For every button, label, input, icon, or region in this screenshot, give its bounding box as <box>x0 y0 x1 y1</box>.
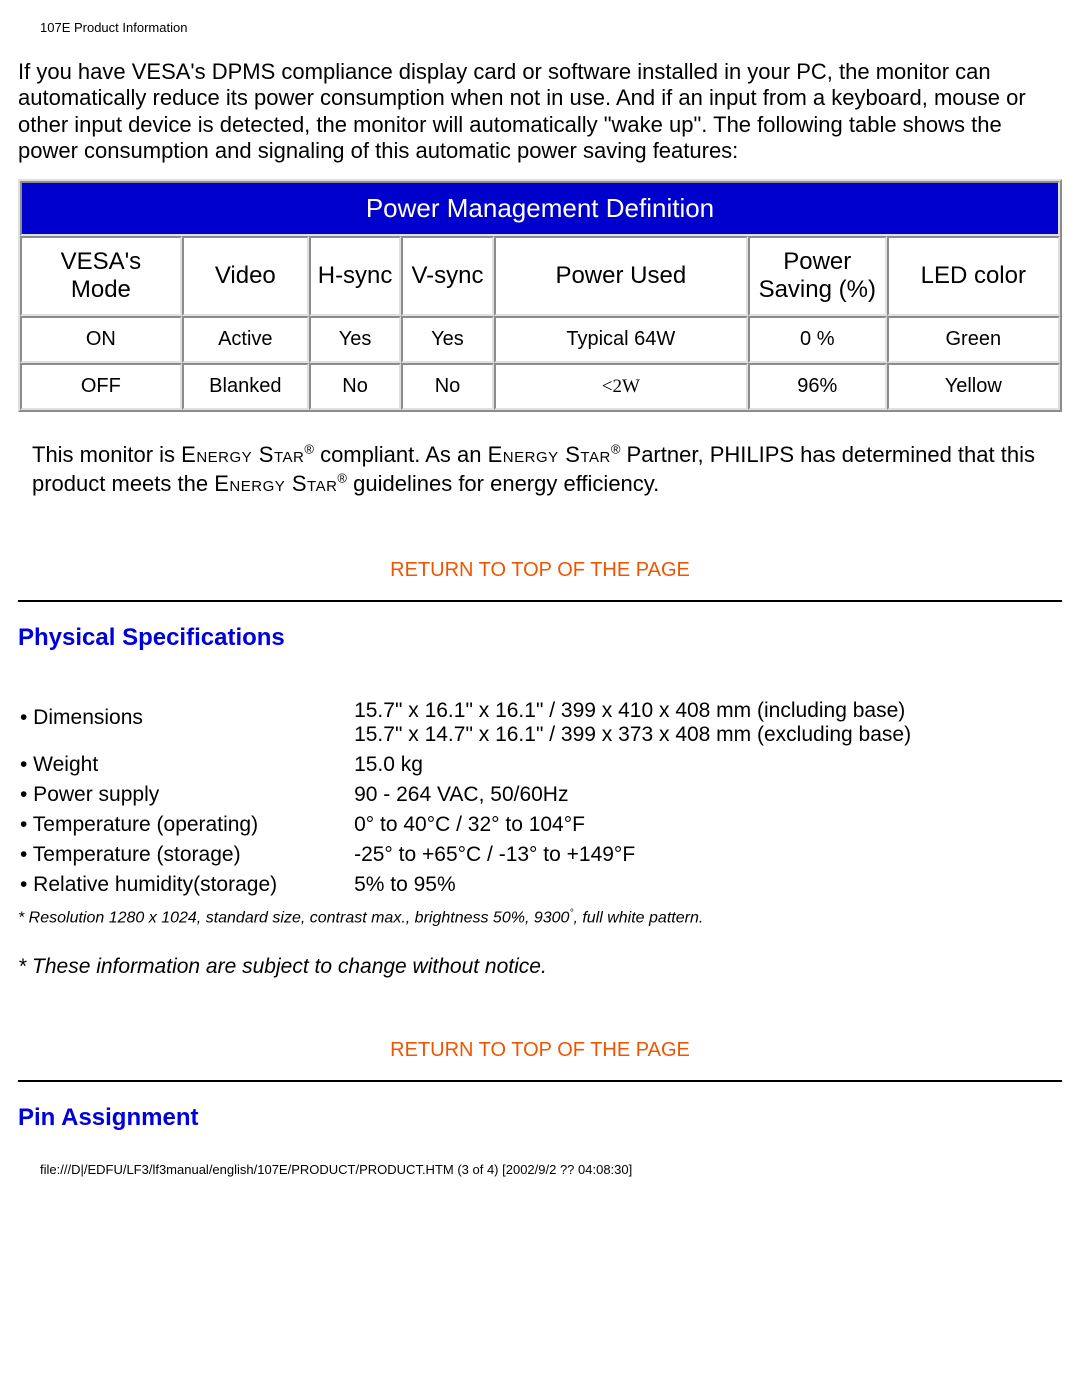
physical-specs-table: • Dimensions 15.7" x 16.1" x 16.1" / 399… <box>18 696 1062 900</box>
spec-value-humidity: 5% to 95% <box>352 870 1062 900</box>
spec-label-dimensions: • Dimensions <box>18 696 352 750</box>
cell-hsync-on: Yes <box>309 316 401 363</box>
power-management-table: Power Management Definition VESA's Mode … <box>18 179 1062 412</box>
cell-saving-on: 0 % <box>748 316 887 363</box>
change-notice: * These information are subject to chang… <box>18 955 1062 979</box>
cell-led-on: Green <box>887 316 1060 363</box>
spec-label-humidity: • Relative humidity(storage) <box>18 870 352 900</box>
return-to-top-link[interactable]: RETURN TO TOP OF THE PAGE <box>18 559 1062 582</box>
cell-led-off: Yellow <box>887 363 1060 410</box>
return-to-top-link-2[interactable]: RETURN TO TOP OF THE PAGE <box>18 1039 1062 1062</box>
energy-star-compliance: This monitor is Energy Star® compliant. … <box>32 440 1048 499</box>
cell-power-off: <2W <box>494 363 748 410</box>
breadcrumb: 107E Product Information <box>40 20 1062 35</box>
cell-power-on: Typical 64W <box>494 316 748 363</box>
spec-value-temp-operating: 0° to 40°C / 32° to 104°F <box>352 810 1062 840</box>
col-mode: VESA's Mode <box>20 236 182 316</box>
divider-2 <box>18 1080 1062 1082</box>
table-title: Power Management Definition <box>20 181 1060 236</box>
col-video: Video <box>182 236 309 316</box>
cell-hsync-off: No <box>309 363 401 410</box>
spec-value-weight: 15.0 kg <box>352 750 1062 780</box>
col-saving: Power Saving (%) <box>748 236 887 316</box>
spec-value-dimensions: 15.7" x 16.1" x 16.1" / 399 x 410 x 408 … <box>352 696 1062 750</box>
spec-label-temp-storage: • Temperature (storage) <box>18 840 352 870</box>
col-hsync: H-sync <box>309 236 401 316</box>
footer-path: file:///D|/EDFU/LF3/lf3manual/english/10… <box>40 1162 1062 1177</box>
col-power-used: Power Used <box>494 236 748 316</box>
cell-saving-off: 96% <box>748 363 887 410</box>
cell-video-off: Blanked <box>182 363 309 410</box>
cell-vsync-on: Yes <box>401 316 493 363</box>
cell-mode-off: OFF <box>20 363 182 410</box>
spec-label-temp-operating: • Temperature (operating) <box>18 810 352 840</box>
cell-mode-on: ON <box>20 316 182 363</box>
spec-value-power-supply: 90 - 264 VAC, 50/60Hz <box>352 780 1062 810</box>
spec-label-power-supply: • Power supply <box>18 780 352 810</box>
col-led: LED color <box>887 236 1060 316</box>
col-vsync: V-sync <box>401 236 493 316</box>
specs-footnote: * Resolution 1280 x 1024, standard size,… <box>18 908 1062 927</box>
section-physical-specifications: Physical Specifications <box>18 624 1062 652</box>
intro-paragraph: If you have VESA's DPMS compliance displ… <box>18 59 1062 165</box>
spec-label-weight: • Weight <box>18 750 352 780</box>
section-pin-assignment: Pin Assignment <box>18 1104 1062 1132</box>
cell-video-on: Active <box>182 316 309 363</box>
divider <box>18 600 1062 602</box>
cell-vsync-off: No <box>401 363 493 410</box>
spec-value-temp-storage: -25° to +65°C / -13° to +149°F <box>352 840 1062 870</box>
